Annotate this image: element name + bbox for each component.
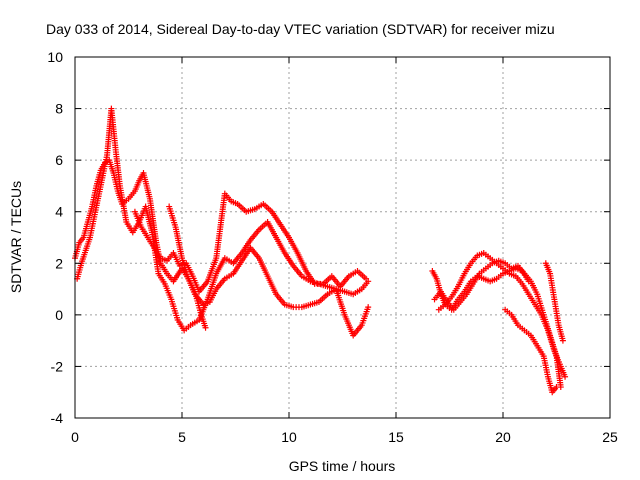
data-point bbox=[365, 304, 372, 311]
y-tick-label: -2 bbox=[51, 358, 64, 374]
data-point bbox=[553, 384, 560, 391]
y-tick-label: 2 bbox=[55, 255, 63, 271]
y-tick-label: -4 bbox=[51, 410, 64, 426]
data-point bbox=[202, 324, 209, 331]
grid-lines bbox=[75, 57, 610, 418]
series-track-g bbox=[435, 265, 532, 313]
plot-frame bbox=[74, 56, 611, 419]
series-track-f bbox=[431, 257, 564, 391]
data-point bbox=[363, 275, 370, 282]
x-tick-label: 5 bbox=[178, 429, 186, 445]
series-track-i bbox=[542, 260, 566, 344]
x-tick-label: 15 bbox=[388, 429, 404, 445]
x-tick-label: 20 bbox=[495, 429, 511, 445]
y-tick-label: 10 bbox=[47, 49, 63, 65]
x-tick-labels: 0 5 10 15 20 25 bbox=[71, 429, 618, 445]
axis-ticks bbox=[74, 56, 611, 419]
y-tick-label: 0 bbox=[55, 307, 63, 323]
data-points bbox=[72, 105, 569, 396]
y-tick-label: 4 bbox=[55, 204, 63, 220]
data-point bbox=[559, 337, 566, 344]
series-track-d bbox=[166, 203, 209, 331]
y-tick-label: 8 bbox=[55, 101, 63, 117]
x-tick-label: 10 bbox=[281, 429, 297, 445]
y-tick-label: 6 bbox=[55, 152, 63, 168]
data-point bbox=[525, 278, 532, 285]
x-axis-label: GPS time / hours bbox=[289, 458, 396, 474]
y-axis-label: SDTVAR / TECUs bbox=[8, 181, 24, 293]
series-track-b bbox=[74, 105, 372, 339]
data-point bbox=[562, 373, 569, 380]
y-tick-labels: -4 -2 0 2 4 6 8 10 bbox=[47, 49, 63, 426]
series-track-c bbox=[131, 190, 370, 295]
chart-title: Day 033 of 2014, Sidereal Day-to-day VTE… bbox=[46, 21, 555, 37]
x-tick-label: 25 bbox=[602, 429, 618, 445]
series-track-h bbox=[502, 306, 560, 396]
x-tick-label: 0 bbox=[71, 429, 79, 445]
